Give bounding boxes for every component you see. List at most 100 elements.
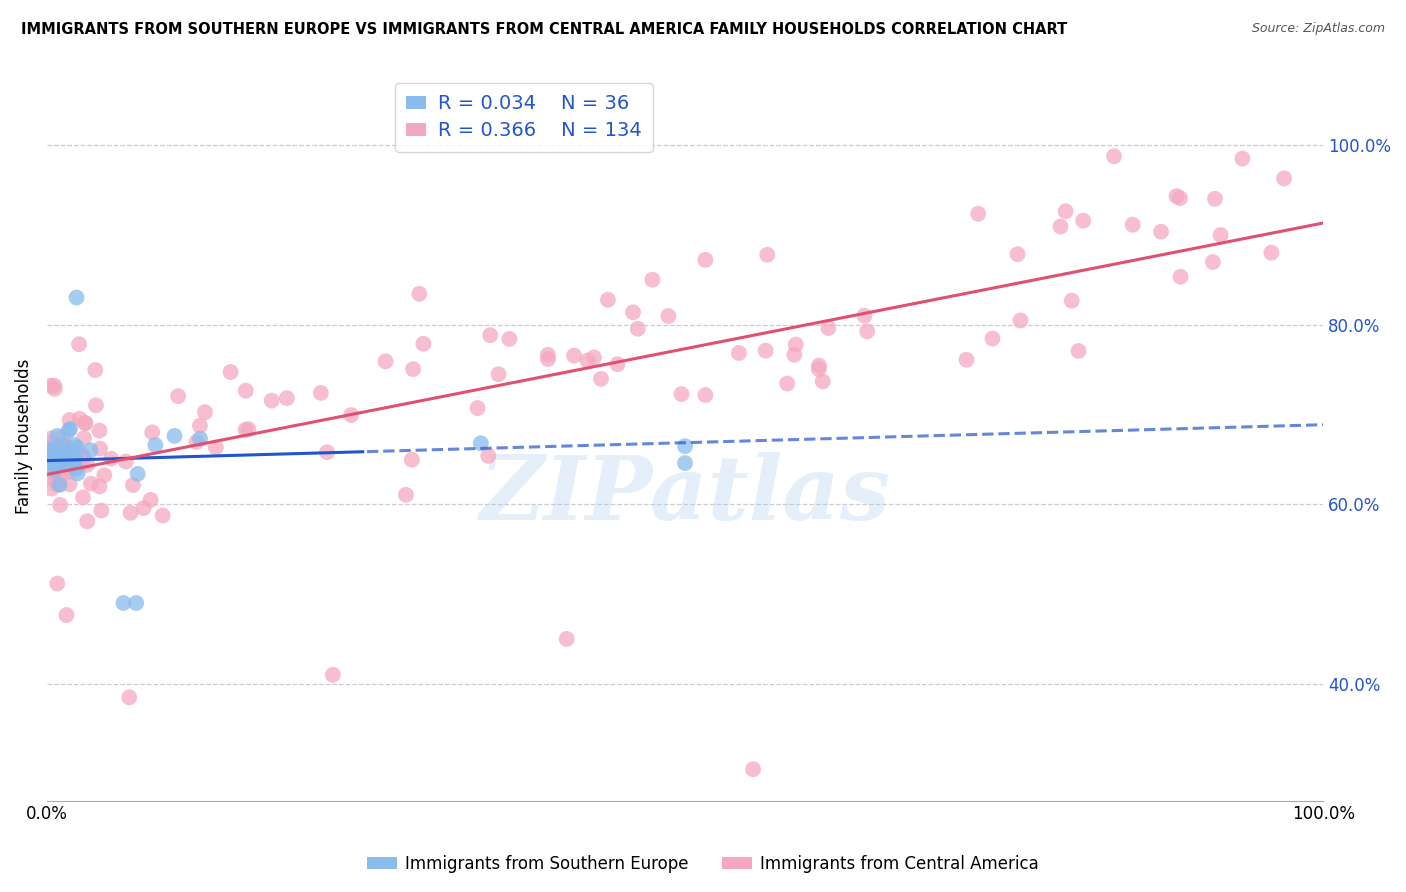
Point (41, 442, 63, 456)
Point (641, 273, 664, 287)
Text: IMMIGRANTS FROM SOUTHERN EUROPE VS IMMIGRANTS FROM CENTRAL AMERICA FAMILY HOUSEH: IMMIGRANTS FROM SOUTHERN EUROPE VS IMMIG… (21, 22, 1067, 37)
Point (66, 467, 89, 481)
Point (276, 391, 298, 405)
Point (127, 467, 149, 481)
Point (63, 438, 86, 452)
Point (1168, 191, 1191, 205)
Point (76, 458, 98, 472)
Point (152, 508, 174, 523)
Point (755, 343, 778, 358)
Point (73, 431, 96, 445)
Point (55, 454, 77, 468)
Point (673, 439, 696, 453)
Point (114, 454, 136, 468)
Legend: Immigrants from Southern Europe, Immigrants from Central America: Immigrants from Southern Europe, Immigra… (360, 848, 1046, 880)
Point (72, 450, 94, 464)
Point (48, 478, 70, 492)
Point (100, 451, 122, 466)
Point (79, 443, 101, 458)
Point (65, 291, 87, 305)
Point (402, 362, 425, 376)
Point (65, 461, 87, 475)
Point (1122, 218, 1144, 232)
Point (1060, 293, 1083, 308)
Point (167, 389, 190, 403)
Point (671, 387, 693, 401)
Point (316, 445, 339, 459)
Point (46, 429, 69, 443)
Point (72, 455, 94, 469)
Point (1260, 245, 1282, 260)
Point (89, 424, 111, 438)
Point (80, 476, 103, 491)
Point (52, 430, 75, 444)
Point (93, 468, 115, 483)
Point (853, 309, 876, 323)
Point (955, 352, 977, 367)
Point (41, 470, 63, 484)
Point (58, 458, 80, 473)
Legend: R = 0.034    N = 36, R = 0.366    N = 134: R = 0.034 N = 36, R = 0.366 N = 134 (395, 83, 652, 152)
Point (145, 438, 167, 452)
Point (46, 450, 69, 464)
Point (44, 446, 66, 460)
Point (1204, 192, 1226, 206)
Point (537, 348, 560, 362)
Point (477, 449, 499, 463)
Point (204, 441, 226, 455)
Point (39, 432, 62, 446)
Point (44, 378, 66, 392)
Point (555, 632, 578, 646)
Point (340, 408, 363, 422)
Point (55, 608, 77, 623)
Point (59, 422, 82, 436)
Point (53, 444, 76, 458)
Point (42, 450, 65, 464)
Point (783, 348, 806, 362)
Point (582, 351, 605, 365)
Point (125, 596, 148, 610)
Point (627, 322, 650, 336)
Point (606, 357, 628, 371)
Point (808, 359, 831, 373)
Point (194, 405, 217, 419)
Point (58, 413, 80, 427)
Point (322, 668, 344, 682)
Point (53, 455, 76, 469)
Text: Source: ZipAtlas.com: Source: ZipAtlas.com (1251, 22, 1385, 36)
Point (45, 458, 67, 473)
Point (69, 446, 91, 460)
Point (1150, 225, 1173, 239)
Point (408, 286, 430, 301)
Point (45, 448, 67, 462)
Point (49, 457, 72, 471)
Point (967, 207, 990, 221)
Point (657, 309, 679, 323)
Point (498, 332, 520, 346)
Point (46, 576, 69, 591)
Point (39, 444, 62, 458)
Point (621, 305, 644, 319)
Point (776, 376, 799, 391)
Point (1067, 343, 1090, 358)
Point (51, 467, 73, 481)
Point (141, 425, 163, 440)
Point (488, 368, 510, 382)
Point (1232, 152, 1254, 166)
Point (817, 321, 839, 335)
Point (53, 448, 76, 462)
Point (112, 596, 135, 610)
Point (1054, 204, 1077, 219)
Point (756, 248, 779, 262)
Point (811, 375, 834, 389)
Point (89, 479, 111, 493)
Point (45, 477, 67, 491)
Point (1202, 255, 1225, 269)
Point (48, 457, 70, 471)
Point (981, 332, 1004, 346)
Point (75, 416, 97, 430)
Point (856, 324, 879, 338)
Point (52, 440, 75, 454)
Point (395, 488, 418, 502)
Point (235, 384, 257, 398)
